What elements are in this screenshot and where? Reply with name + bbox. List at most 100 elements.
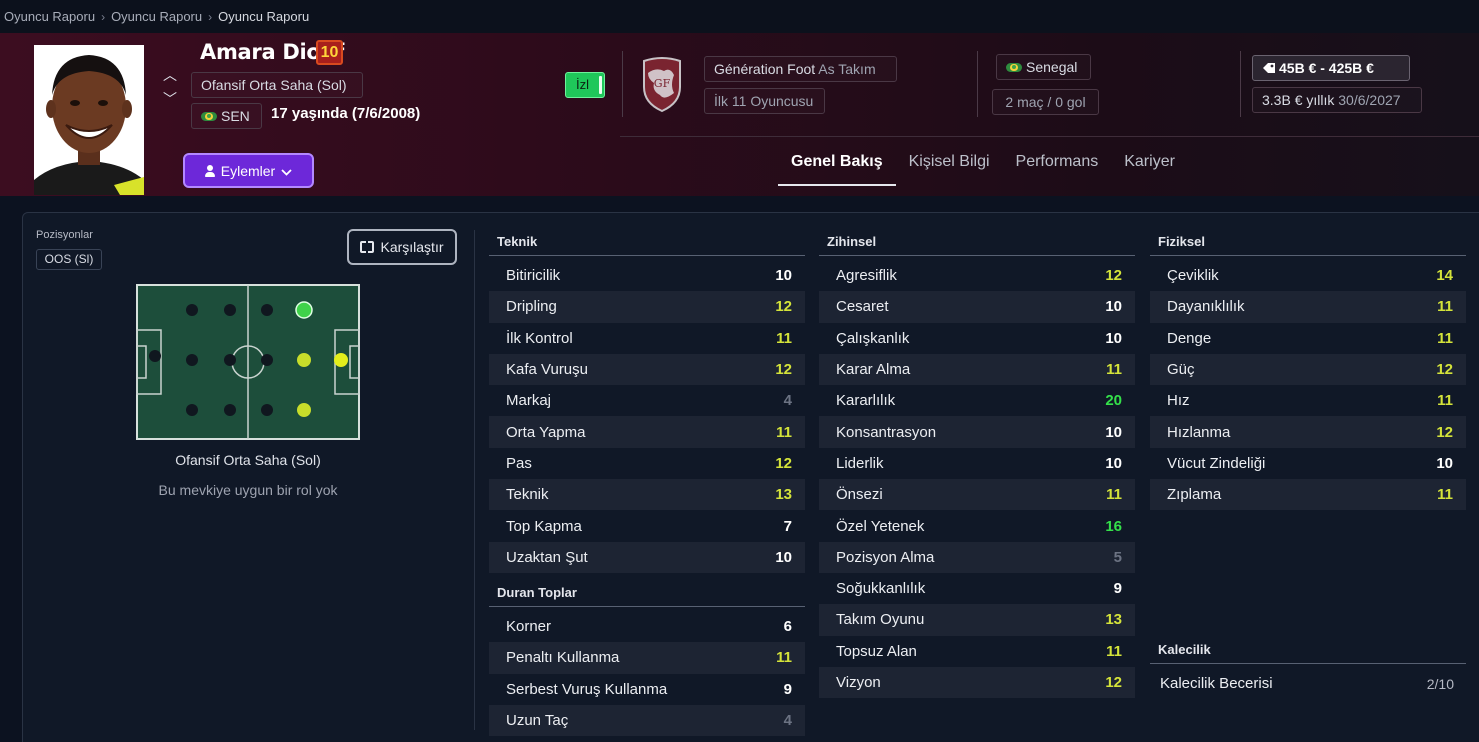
senegal-flag-icon: [1006, 62, 1022, 72]
attribute-list: Çeviklik 14 Dayanıklılık 11 Denge 11 Güç 12 Hız 1…: [1150, 260, 1466, 511]
attribute-row[interactable]: Teknik 13: [489, 479, 805, 511]
attribute-value: 2/10: [1426, 675, 1454, 692]
compare-icon: [360, 241, 375, 253]
attribute-row[interactable]: Karar Alma 11: [819, 353, 1135, 386]
chevron-up-icon[interactable]: ︿: [163, 67, 177, 83]
breadcrumb-item[interactable]: Oyuncu Raporu: [4, 9, 96, 24]
attribute-row[interactable]: Orta Yapma 11: [489, 416, 805, 448]
attribute-value: 10: [1105, 298, 1122, 316]
technical-attributes: Teknik Bitiricilik 10 Dripling 12 İlk Kontro…: [489, 228, 805, 737]
attribute-row[interactable]: Çeviklik 14: [1150, 260, 1466, 291]
attribute-list: Korner 6 Penaltı Kullanma 11 Serbest Vuruş K…: [489, 611, 805, 737]
player-age: 17 yaşında (7/6/2008): [271, 105, 421, 122]
tag-icon: [1262, 57, 1276, 81]
attribute-label: Karar Alma: [836, 361, 911, 379]
attribute-label: Kalecilik Becerisi: [1160, 675, 1273, 693]
squad-status-chip: İlk 11 Oyuncusu: [704, 88, 825, 114]
attribute-row[interactable]: Korner 6: [489, 611, 805, 642]
attribute-label: Hız: [1167, 392, 1190, 410]
club-chip[interactable]: Génération Foot As Takım: [704, 56, 897, 82]
value-range-chip: 45B € - 425B €: [1252, 55, 1410, 81]
attribute-row[interactable]: Markaj 4: [489, 385, 805, 416]
attribute-label: Penaltı Kullanma: [506, 649, 620, 667]
attribute-row[interactable]: Çalışkanlık 10: [819, 323, 1135, 354]
attribute-row[interactable]: Liderlik 10: [819, 448, 1135, 479]
section-title: Teknik: [489, 228, 805, 256]
attribute-row[interactable]: Önsezi 11: [819, 479, 1135, 511]
attribute-row[interactable]: Agresiflik 12: [819, 260, 1135, 291]
player-number-badge: 10: [316, 40, 343, 65]
attribute-row[interactable]: Pas 12: [489, 448, 805, 479]
attribute-row[interactable]: Uzun Taç 4: [489, 704, 805, 737]
attribute-label: Zıplama: [1167, 486, 1222, 504]
breadcrumb-current: Oyuncu Raporu: [218, 9, 310, 24]
attribute-row[interactable]: Serbest Vuruş Kullanma 9: [489, 674, 805, 705]
attribute-row[interactable]: İlk Kontrol 11: [489, 323, 805, 354]
attribute-row[interactable]: Cesaret 10: [819, 291, 1135, 323]
attribute-label: İlk Kontrol: [506, 329, 573, 347]
person-icon: [204, 164, 215, 177]
breadcrumb-item[interactable]: Oyuncu Raporu: [111, 9, 203, 24]
attribute-row[interactable]: Penaltı Kullanma 11: [489, 642, 805, 674]
actions-dropdown-button[interactable]: Eylemler: [183, 153, 314, 188]
attribute-row[interactable]: Kararlılık 20: [819, 385, 1135, 416]
attribute-row[interactable]: Topsuz Alan 11: [819, 636, 1135, 667]
attribute-value: 11: [1106, 642, 1122, 660]
wage: 3.3B € yıllık: [1262, 92, 1335, 108]
attribute-value: 11: [1437, 329, 1453, 347]
attribute-row[interactable]: Vücut Zindeliği 10: [1150, 448, 1466, 479]
attribute-row[interactable]: Dayanıklılık 11: [1150, 291, 1466, 323]
nation-chip[interactable]: Senegal: [996, 54, 1091, 80]
attribute-row[interactable]: Güç 12: [1150, 353, 1466, 386]
attribute-row[interactable]: Pozisyon Alma 5: [819, 541, 1135, 573]
attribute-row[interactable]: Hız 11: [1150, 385, 1466, 416]
attribute-row[interactable]: Takım Oyunu 13: [819, 604, 1135, 636]
position-pitch: [136, 284, 360, 440]
contract-chip: 3.3B € yıllık 30/6/2027: [1252, 87, 1422, 113]
attribute-label: Önsezi: [836, 486, 883, 504]
club-crest-icon[interactable]: GF: [640, 55, 684, 113]
attribute-label: Vizyon: [836, 674, 881, 691]
section-title: Kalecilik: [1150, 636, 1466, 664]
tab-overview[interactable]: Genel Bakış: [778, 141, 896, 186]
chevron-right-icon: ›: [208, 9, 213, 24]
attribute-label: Çalışkanlık: [836, 329, 910, 347]
tab-divider: [620, 136, 1479, 137]
club-team: As Takım: [818, 61, 876, 77]
attribute-list: Bitiricilik 10 Dripling 12 İlk Kontrol 11 Kafa…: [489, 260, 805, 573]
attribute-row[interactable]: Uzaktan Şut 10: [489, 541, 805, 573]
attribute-label: Vücut Zindeliği: [1167, 454, 1266, 472]
attribute-row[interactable]: Konsantrasyon 10: [819, 416, 1135, 448]
attribute-label: Cesaret: [836, 298, 889, 316]
attribute-label: Konsantrasyon: [836, 423, 937, 441]
player-nav-arrows: ︿ ﹀: [160, 63, 180, 111]
attribute-value: 14: [1436, 267, 1453, 285]
nation-name: Senegal: [1026, 59, 1078, 75]
attribute-value: 10: [1436, 454, 1453, 472]
attribute-row[interactable]: Kafa Vuruşu 12: [489, 353, 805, 386]
watch-toggle[interactable]: İzl: [565, 72, 605, 98]
nation-code: SEN: [221, 108, 250, 124]
section-title: Fiziksel: [1150, 228, 1466, 256]
caps-chip: 2 maç / 0 gol: [992, 89, 1099, 115]
compare-button[interactable]: Karşılaştır: [347, 229, 457, 265]
attribute-value: 10: [1105, 423, 1122, 441]
attribute-row[interactable]: Özel Yetenek 16: [819, 510, 1135, 541]
attribute-row[interactable]: Hızlanma 12: [1150, 416, 1466, 448]
attribute-row[interactable]: Dripling 12: [489, 291, 805, 323]
tab-personal-info[interactable]: Kişisel Bilgi: [908, 153, 990, 170]
attribute-label: Liderlik: [836, 454, 884, 472]
attribute-label: Uzun Taç: [506, 712, 569, 729]
tab-career[interactable]: Kariyer: [1124, 153, 1175, 170]
tab-performance[interactable]: Performans: [1015, 153, 1099, 170]
attribute-row[interactable]: Vizyon 12: [819, 666, 1135, 699]
attribute-value: 12: [775, 361, 792, 379]
attribute-row[interactable]: Bitiricilik 10: [489, 260, 805, 291]
chevron-down-icon[interactable]: ﹀: [163, 91, 177, 107]
attribute-row[interactable]: Denge 11: [1150, 323, 1466, 354]
caps-goals: 2 maç / 0 gol: [1005, 94, 1086, 110]
attribute-row[interactable]: Soğukkanlılık 9: [819, 573, 1135, 604]
attribute-row[interactable]: Zıplama 11: [1150, 479, 1466, 511]
attribute-row[interactable]: Top Kapma 7: [489, 510, 805, 541]
section-title: Duran Toplar: [489, 579, 805, 607]
